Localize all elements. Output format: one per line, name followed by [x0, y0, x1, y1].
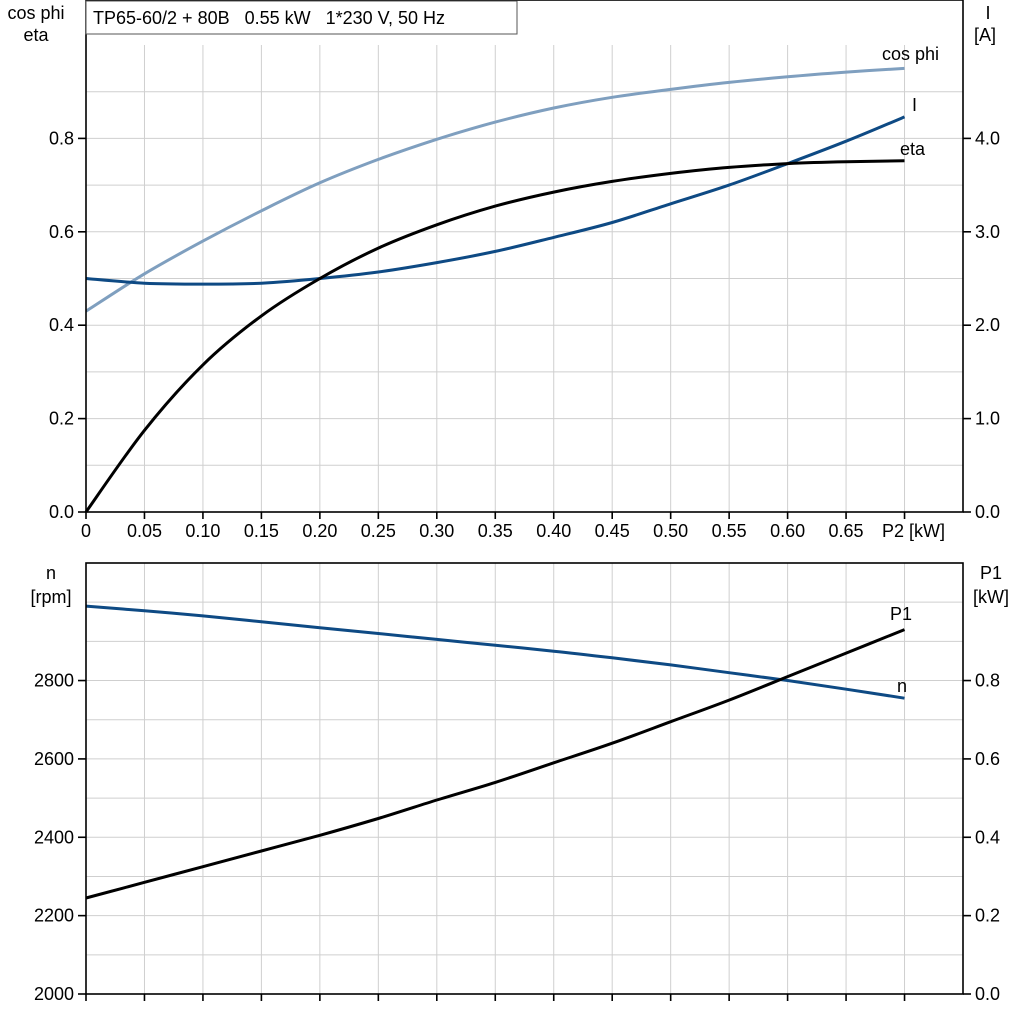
- bottom-left-axis-label-2: [rpm]: [30, 587, 71, 607]
- top-ticks: 0.0 0.2 0.4 0.6 0.8 0.0 1.0 2.0 3.0 4.0 0 0.05 0.10 0…: [49, 128, 1000, 541]
- right-tick-label: 0.0: [975, 502, 1000, 522]
- right-tick-label: 1.0: [975, 409, 1000, 429]
- x-tick-label: 0.10: [185, 521, 220, 541]
- right-tick-label: 0.4: [975, 827, 1000, 847]
- right-tick-label: 0.0: [975, 984, 1000, 1004]
- x-tick-label: 0.40: [536, 521, 571, 541]
- series-label-n: n: [897, 676, 907, 696]
- series-label-eta: eta: [900, 139, 926, 159]
- top-left-axis-label-2: eta: [23, 25, 49, 45]
- series-label-cos-phi: cos phi: [882, 44, 939, 64]
- bottom-right-axis-label-2: [kW]: [973, 587, 1009, 607]
- right-tick-label: 4.0: [975, 128, 1000, 148]
- top-x-axis-label: P2 [kW]: [882, 521, 945, 541]
- x-tick-label: 0.65: [829, 521, 864, 541]
- left-tick-label: 0.4: [49, 315, 74, 335]
- right-tick-label: 2.0: [975, 315, 1000, 335]
- left-tick-label: 0.8: [49, 128, 74, 148]
- x-tick-label: 0.50: [653, 521, 688, 541]
- x-tick-label: 0.20: [302, 521, 337, 541]
- series-line-p1: [85, 628, 906, 900]
- left-tick-label: 2800: [34, 671, 74, 691]
- series-line-eta: [84, 159, 905, 513]
- x-tick-label: 0.55: [712, 521, 747, 541]
- series-label-p1: P1: [890, 604, 912, 624]
- x-tick-label: 0.30: [419, 521, 454, 541]
- x-tick-label: 0.60: [770, 521, 805, 541]
- right-tick-label: 0.6: [975, 749, 1000, 769]
- top-right-axis-label-1: I: [985, 3, 990, 23]
- right-tick-label: 0.2: [975, 906, 1000, 926]
- series-label-current: I: [912, 95, 917, 115]
- right-tick-label: 0.8: [975, 671, 1000, 691]
- left-tick-label: 2000: [34, 984, 74, 1004]
- top-grid: [86, 45, 963, 512]
- bottom-series: [85, 604, 906, 900]
- x-tick-label: 0.05: [127, 521, 162, 541]
- top-left-axis-label-1: cos phi: [7, 3, 64, 23]
- x-tick-label: 0.15: [244, 521, 279, 541]
- bottom-right-axis-label-1: P1: [980, 563, 1002, 583]
- right-tick-label: 3.0: [975, 222, 1000, 242]
- series-line-i: [85, 115, 906, 286]
- bottom-plot-frame: [85, 562, 964, 995]
- x-tick-label: 0.25: [361, 521, 396, 541]
- top-plot-frame: [85, 0, 964, 513]
- series-line-n: [85, 604, 905, 700]
- top-right-axis-label-2: [A]: [974, 25, 996, 45]
- left-tick-label: 2400: [34, 827, 74, 847]
- bottom-chart-panel: 2000 2200 2400 2600 2800 0.0 0.2 0.4 0.6 0.8 n [r…: [30, 562, 1009, 1004]
- chart-title-box: [85, 0, 518, 35]
- x-tick-label: 0.35: [478, 521, 513, 541]
- x-tick-label: 0.45: [595, 521, 630, 541]
- bottom-left-axis-label-1: n: [46, 563, 56, 583]
- left-tick-label: 2200: [34, 906, 74, 926]
- bottom-grid: [86, 563, 963, 994]
- bottom-ticks: 2000 2200 2400 2600 2800 0.0 0.2 0.4 0.6 0.8: [34, 671, 1000, 1004]
- series-line-cos-phi: [85, 66, 905, 313]
- chart-title: TP65-60/2 + 80B 0.55 kW 1*230 V, 50 Hz: [93, 8, 445, 28]
- top-series: [84, 66, 906, 513]
- x-tick-label: 0: [81, 521, 91, 541]
- left-tick-label: 0.2: [49, 409, 74, 429]
- left-tick-label: 2600: [34, 749, 74, 769]
- left-tick-label: 0.0: [49, 502, 74, 522]
- top-chart-panel: 0.0 0.2 0.4 0.6 0.8 0.0 1.0 2.0 3.0 4.0 0 0.05 0.10 0…: [7, 0, 1000, 541]
- left-tick-label: 0.6: [49, 222, 74, 242]
